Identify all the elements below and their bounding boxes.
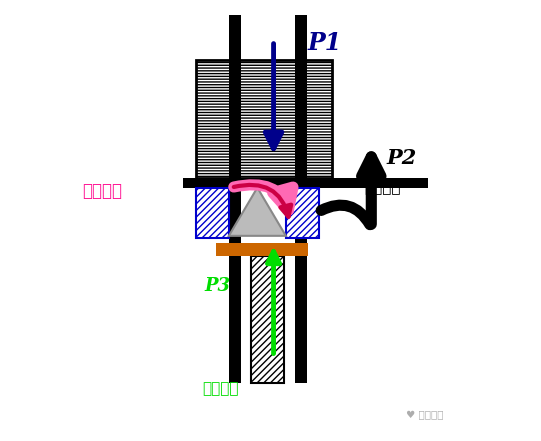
Text: 热气入口: 热气入口 — [82, 183, 122, 200]
FancyArrowPatch shape — [321, 205, 370, 224]
Bar — [196, 60, 332, 178]
Polygon shape — [229, 187, 286, 236]
Bar — [229, 15, 241, 383]
Bar — [295, 15, 307, 383]
Text: ♥ 制冷百科: ♥ 制冷百科 — [406, 410, 444, 420]
Text: 弹簧压力: 弹簧压力 — [202, 381, 239, 396]
FancyArrowPatch shape — [234, 185, 293, 210]
Bar — [183, 178, 428, 187]
Text: P1: P1 — [308, 30, 342, 55]
Bar — [251, 255, 283, 383]
Text: P3: P3 — [204, 277, 231, 295]
Bar — [196, 187, 229, 238]
Text: 回气压力: 回气压力 — [365, 180, 401, 195]
Bar — [286, 187, 319, 238]
Text: P2: P2 — [387, 148, 417, 168]
FancyArrowPatch shape — [234, 185, 291, 217]
FancyArrowPatch shape — [361, 157, 381, 224]
Bar — [216, 243, 308, 255]
